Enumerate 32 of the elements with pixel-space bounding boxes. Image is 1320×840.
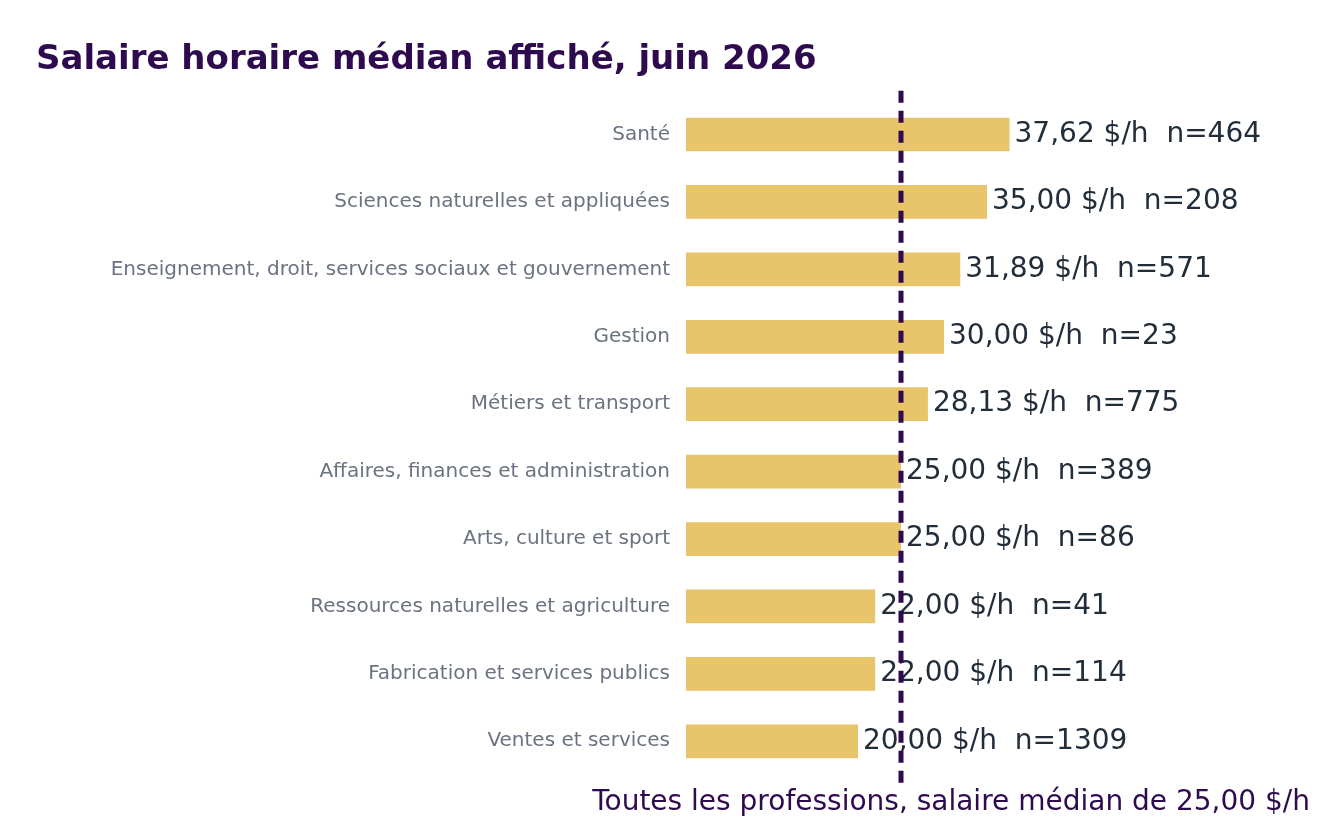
ref-line-label: Toutes les professions, salaire médian de 25,00 $/h (591, 784, 1310, 818)
data-label: 30,00 $/h n=23 (949, 318, 1178, 352)
chart-title: Salaire horaire médian affiché, juin 2026 (36, 37, 817, 78)
y-tick-label: Ressources naturelles et agriculture (310, 592, 670, 617)
data-label: 31,89 $/h n=571 (965, 250, 1212, 284)
bar (686, 252, 961, 287)
y-tick-label: Gestion (593, 322, 670, 347)
data-label: 37,62 $/h n=464 (1014, 115, 1262, 149)
data-label: 25,00 $/h n=86 (906, 520, 1135, 554)
y-tick-label: Ventes et services (487, 727, 670, 752)
bar (686, 454, 901, 489)
y-tick-label: Enseignement, droit, services sociaux et gouvernement (110, 255, 671, 280)
data-label: 25,00 $/h n=389 (906, 452, 1153, 486)
y-tick-label: Sciences naturelles et appliquées (334, 188, 670, 213)
y-tick-label: Métiers et transport (470, 390, 671, 415)
data-label: 22,00 $/h n=41 (880, 587, 1109, 621)
data-label: 28,13 $/h n=775 (932, 385, 1180, 419)
y-tick-label: Santé (612, 120, 670, 145)
bar (686, 657, 876, 691)
data-label: 22,00 $/h n=114 (880, 655, 1127, 689)
bar (686, 387, 928, 422)
bar (686, 589, 876, 624)
bar (686, 117, 1010, 152)
bar (686, 185, 987, 219)
bar (686, 522, 901, 556)
data-label: 35,00 $/h n=208 (992, 183, 1239, 217)
bar (686, 319, 944, 354)
bar (686, 724, 858, 759)
y-tick-label: Arts, culture et sport (463, 525, 671, 550)
y-tick-label: Fabrication et services publics (368, 660, 670, 685)
y-tick-label: Affaires, finances et administration (319, 457, 670, 482)
data-label: 20,00 $/h n=1309 (863, 722, 1128, 756)
